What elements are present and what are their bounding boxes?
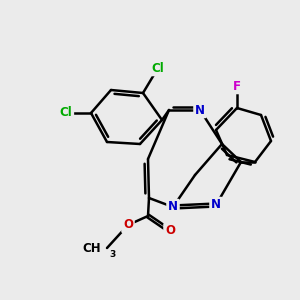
Text: 3: 3 — [109, 250, 115, 259]
Text: F: F — [233, 80, 241, 92]
Text: N: N — [211, 199, 221, 212]
Text: O: O — [165, 224, 175, 238]
Text: CH: CH — [82, 242, 101, 254]
Text: Cl: Cl — [60, 106, 72, 119]
Text: N: N — [195, 103, 205, 116]
Text: Cl: Cl — [152, 61, 164, 74]
Text: O: O — [123, 218, 133, 232]
Text: N: N — [168, 200, 178, 214]
